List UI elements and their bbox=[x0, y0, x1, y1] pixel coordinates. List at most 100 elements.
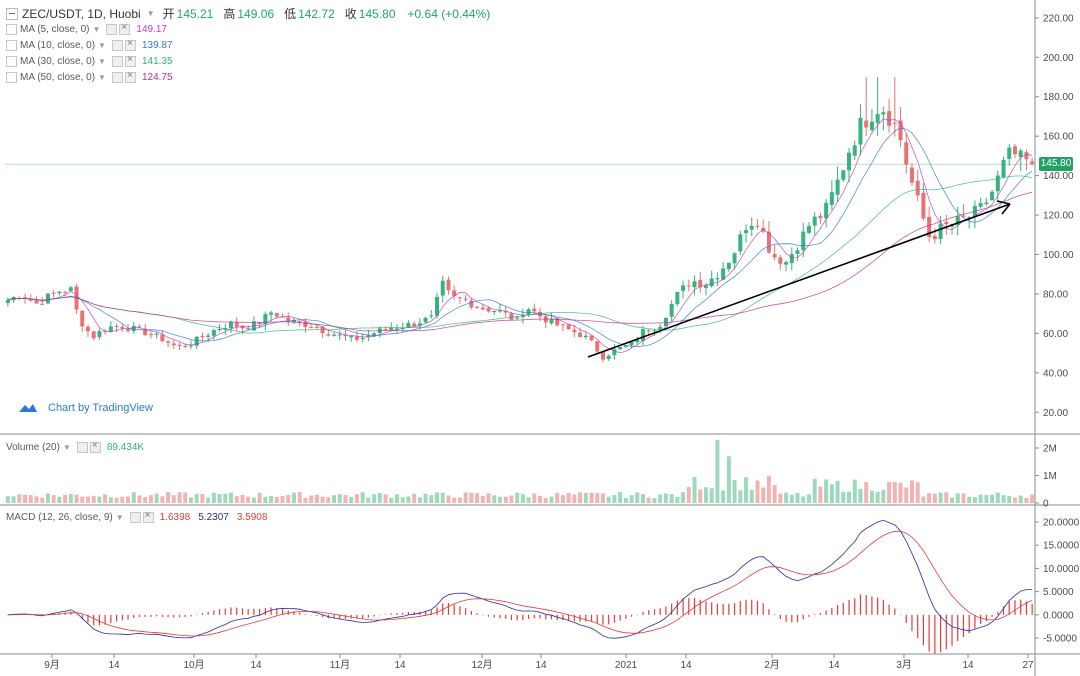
macd-hist-bar bbox=[974, 614, 976, 629]
toggle-icon[interactable] bbox=[6, 72, 17, 83]
macd-hist-bar bbox=[293, 611, 295, 615]
macd-hist-bar bbox=[230, 607, 232, 615]
close-icon[interactable] bbox=[124, 54, 136, 67]
candle-body bbox=[1024, 152, 1029, 160]
settings-icon[interactable] bbox=[111, 56, 123, 67]
chevron-down-icon[interactable]: ▼ bbox=[62, 443, 71, 452]
volume-bar bbox=[543, 497, 548, 503]
symbol-title[interactable]: ZEC/USDT, 1D, Huobi bbox=[22, 6, 141, 21]
macd-hist-bar bbox=[281, 608, 284, 615]
settings-icon[interactable] bbox=[106, 24, 118, 35]
volume-bar bbox=[5, 496, 10, 503]
volume-bar bbox=[852, 479, 857, 503]
volume-pane[interactable] bbox=[5, 439, 1035, 503]
close-icon[interactable] bbox=[124, 38, 136, 51]
settings-icon[interactable] bbox=[129, 512, 141, 523]
candle-body bbox=[944, 221, 949, 225]
candle-body bbox=[457, 297, 462, 299]
volume-bar bbox=[955, 493, 960, 503]
candle-body bbox=[1007, 147, 1012, 159]
toggle-icon[interactable] bbox=[6, 24, 17, 35]
candle-body bbox=[332, 334, 337, 336]
candle-body bbox=[200, 335, 205, 338]
candle-body bbox=[126, 329, 131, 331]
volume-bar bbox=[240, 494, 245, 503]
macd-hist-bar bbox=[287, 610, 289, 615]
legend-ma10[interactable]: MA (10, close, 0) ▼ 139.87 bbox=[6, 38, 173, 51]
candle-body bbox=[383, 328, 388, 330]
chevron-down-icon[interactable]: ▼ bbox=[98, 73, 106, 82]
chevron-down-icon[interactable]: ▼ bbox=[115, 513, 124, 522]
price-tick-label: 20.00 bbox=[1043, 408, 1068, 419]
chevron-down-icon[interactable]: ▼ bbox=[92, 25, 101, 34]
volume-bar bbox=[188, 497, 193, 503]
macd-hist-bar bbox=[745, 599, 747, 615]
candle-body bbox=[108, 326, 113, 332]
macd-hist-bar bbox=[196, 614, 198, 616]
collapse-icon[interactable] bbox=[6, 7, 18, 20]
macd-hist-bar bbox=[756, 600, 759, 615]
volume-bar bbox=[423, 493, 428, 503]
volume-bar bbox=[686, 487, 691, 503]
last-price-tag: 145.80 bbox=[1039, 157, 1073, 172]
settings-icon[interactable] bbox=[111, 40, 123, 51]
macd-hist-bar bbox=[842, 602, 844, 615]
macd-hist-bar bbox=[917, 614, 919, 639]
volume-bar bbox=[967, 496, 972, 503]
price-tick-label: 40.00 bbox=[1043, 368, 1068, 379]
tradingview-branding[interactable]: Chart by TradingView bbox=[18, 402, 153, 414]
candle-body bbox=[234, 322, 239, 327]
toggle-icon[interactable] bbox=[6, 56, 17, 67]
macd-hist-bar bbox=[550, 614, 553, 620]
close-icon[interactable] bbox=[124, 70, 136, 83]
candle-body bbox=[578, 332, 583, 338]
x-tick-label: 27 bbox=[1022, 660, 1034, 671]
legend-ma50[interactable]: MA (50, close, 0) ▼ 124.75 bbox=[6, 70, 173, 83]
volume-bar bbox=[349, 496, 354, 503]
volume-bar bbox=[269, 495, 274, 503]
macd-hist-bar bbox=[527, 614, 530, 619]
legend-volume[interactable]: Volume (20) ▼ 89.434K bbox=[6, 440, 144, 453]
close-icon[interactable] bbox=[89, 440, 101, 453]
settings-icon[interactable] bbox=[76, 442, 88, 453]
chevron-down-icon[interactable]: ▼ bbox=[98, 41, 106, 50]
macd-tick-label: 0.0000 bbox=[1043, 610, 1074, 621]
volume-bar bbox=[515, 492, 520, 503]
close-icon[interactable] bbox=[142, 510, 154, 523]
macd-pane[interactable] bbox=[7, 519, 1033, 655]
high-value: 149.06 bbox=[237, 6, 275, 21]
candle-body bbox=[703, 285, 708, 288]
macd-hist-bar bbox=[127, 614, 129, 620]
candle-body bbox=[600, 351, 605, 360]
volume-bar bbox=[938, 492, 943, 503]
macd-hist-bar bbox=[121, 614, 123, 621]
macd-hist-bar bbox=[877, 597, 879, 615]
legend-ma5[interactable]: MA (5, close, 0) ▼ 149.17 bbox=[6, 22, 167, 35]
macd-hist-bar bbox=[190, 614, 192, 617]
toggle-icon[interactable] bbox=[6, 40, 17, 51]
close-icon[interactable] bbox=[119, 22, 131, 35]
macd-hist-bar bbox=[299, 612, 301, 615]
volume-bar bbox=[606, 496, 611, 503]
close-label: 收 bbox=[344, 7, 357, 21]
chevron-down-icon[interactable]: ▼ bbox=[146, 9, 155, 18]
candle-body bbox=[303, 321, 308, 328]
volume-bar bbox=[600, 493, 605, 503]
settings-icon[interactable] bbox=[111, 72, 123, 83]
chevron-down-icon[interactable]: ▼ bbox=[98, 57, 106, 66]
volume-bar bbox=[337, 494, 342, 503]
macd-hist-bar bbox=[499, 614, 501, 619]
price-pane[interactable] bbox=[5, 77, 1035, 363]
macd-hist-bar bbox=[344, 614, 347, 619]
macd-hist-bar bbox=[150, 614, 152, 617]
legend-macd[interactable]: MACD (12, 26, close, 9) ▼ 1.6398 5.2307 … bbox=[6, 510, 267, 523]
candle-body bbox=[148, 334, 153, 336]
candle-body bbox=[217, 329, 222, 331]
low-label: 低 bbox=[284, 7, 297, 21]
macd-hist-bar bbox=[7, 614, 9, 616]
candle-body bbox=[286, 317, 291, 322]
legend-ma30[interactable]: MA (30, close, 0) ▼ 141.35 bbox=[6, 54, 173, 67]
candle-body bbox=[801, 231, 806, 251]
macd-hist-bar bbox=[447, 603, 450, 615]
